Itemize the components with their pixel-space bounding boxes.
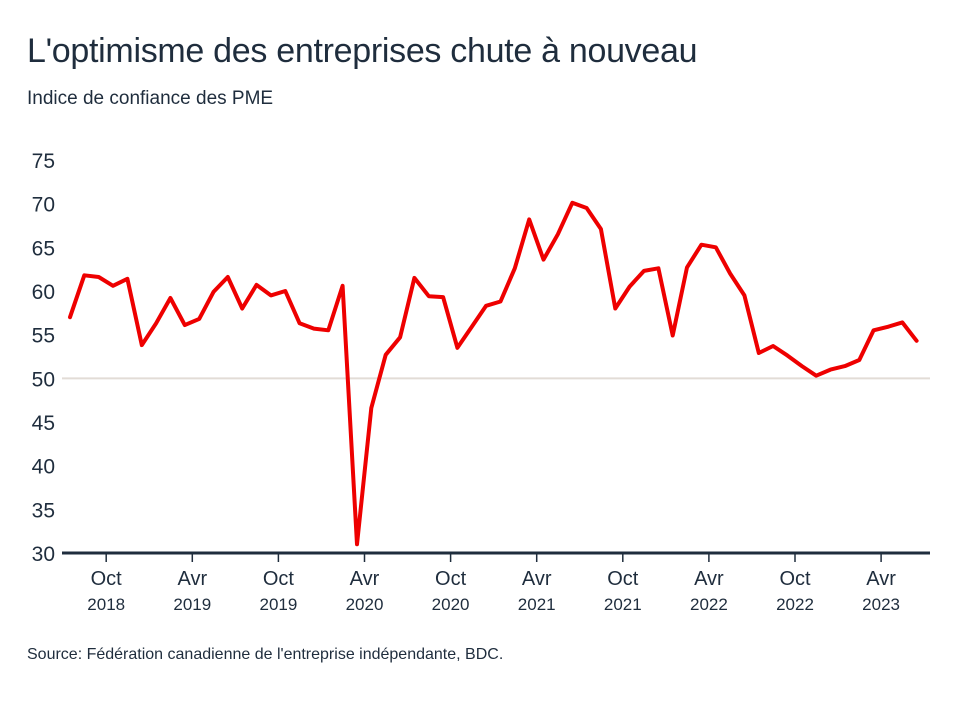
x-tick-year: 2023 — [862, 595, 900, 614]
y-tick-label: 70 — [32, 194, 55, 217]
chart-subtitle: Indice de confiance des PME — [27, 88, 274, 109]
x-tick-year: 2022 — [690, 595, 728, 614]
y-tick-label: 55 — [32, 325, 55, 348]
x-tick-year: 2020 — [346, 595, 384, 614]
chart-title: L'optimisme des entreprises chute à nouv… — [27, 32, 698, 70]
x-tick-month: Avr — [350, 568, 380, 590]
y-tick-label: 65 — [32, 237, 55, 260]
x-tick-year: 2018 — [87, 595, 125, 614]
x-tick-month: Avr — [177, 568, 207, 590]
y-tick-label: 60 — [32, 281, 55, 304]
x-tick-year: 2020 — [432, 595, 470, 614]
y-tick-label: 30 — [32, 543, 55, 566]
x-tick-month: Oct — [91, 568, 123, 590]
y-tick-label: 50 — [32, 368, 55, 391]
y-tick-label: 75 — [32, 150, 55, 173]
x-tick-month: Avr — [522, 568, 552, 590]
x-tick-month: Avr — [694, 568, 724, 590]
y-tick-label: 40 — [32, 456, 55, 479]
source-note: Source: Fédération canadienne de l'entre… — [27, 646, 504, 663]
x-tick-month: Avr — [866, 568, 896, 590]
y-tick-label: 45 — [32, 412, 55, 435]
x-tick-month: Oct — [435, 568, 467, 590]
x-tick-year: 2019 — [259, 595, 297, 614]
x-tick-month: Oct — [779, 568, 811, 590]
y-tick-label: 35 — [32, 499, 55, 522]
x-tick-month: Oct — [263, 568, 295, 590]
series-line — [68, 200, 919, 547]
x-tick-year: 2021 — [604, 595, 642, 614]
x-tick-month: Oct — [607, 568, 639, 590]
x-tick-year: 2021 — [518, 595, 556, 614]
x-tick-year: 2022 — [776, 595, 814, 614]
x-tick-year: 2019 — [173, 595, 211, 614]
